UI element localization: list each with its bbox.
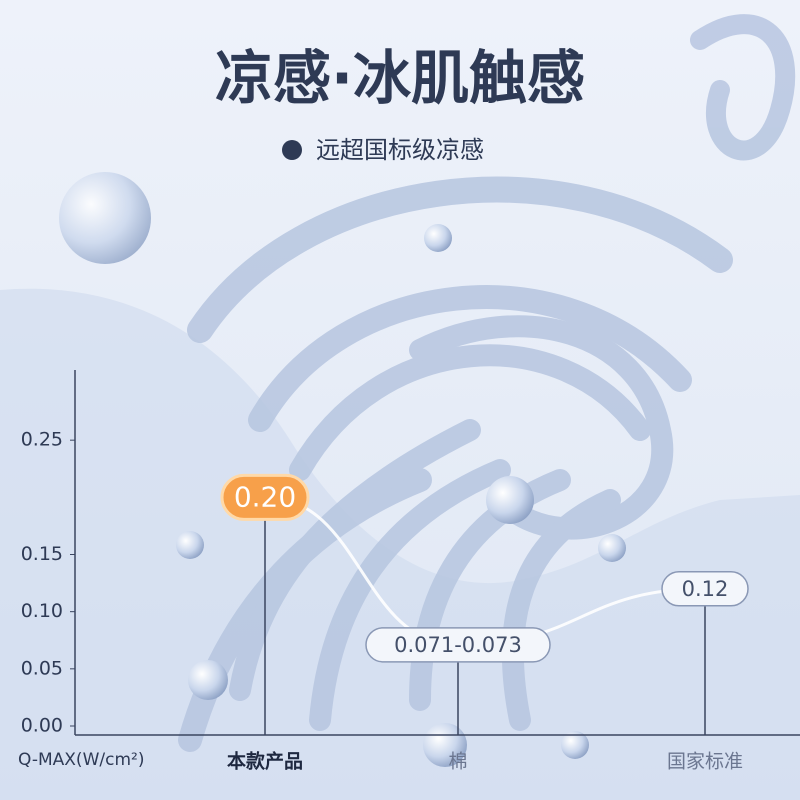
y-tick-label: 0.00: [21, 715, 63, 737]
water-drop: [561, 731, 589, 759]
value-badge: [365, 627, 551, 663]
x-tick-label: 本款产品: [227, 750, 303, 773]
subtitle: 远超国标级凉感: [316, 136, 484, 164]
y-tick-label: 0.25: [21, 429, 63, 451]
x-axis-label: Q-MAX(W/cm²): [18, 750, 144, 770]
y-tick-label: 0.15: [21, 543, 63, 565]
value-label: 0.12: [682, 577, 729, 601]
y-tick-label: 0.05: [21, 657, 63, 679]
water-drop: [598, 534, 626, 562]
water-drop: [424, 224, 452, 252]
water-drop: [423, 723, 467, 767]
value-badge: [661, 571, 749, 607]
x-tick-label: 国家标准: [667, 751, 743, 773]
x-tick-label: 棉: [448, 751, 467, 773]
water-drop: [59, 172, 151, 264]
water-drop: [176, 531, 204, 559]
water-drop: [486, 476, 534, 524]
value-label: 0.071-0.073: [394, 633, 522, 657]
y-tick-label: 0.10: [21, 600, 63, 622]
bullet: [282, 140, 302, 160]
title: 凉感·冰肌触感: [215, 44, 585, 112]
value-label: 0.20: [234, 480, 296, 513]
value-badge: [220, 473, 310, 521]
water-drop: [188, 660, 228, 700]
